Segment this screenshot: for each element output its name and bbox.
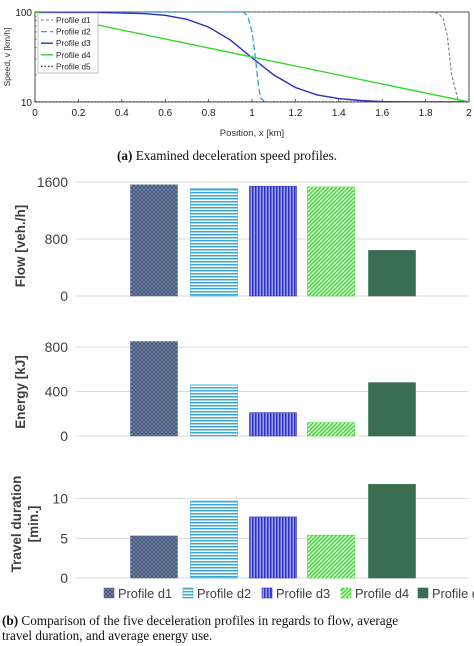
- y-axis-label-flow: Flow [veh./h]: [13, 205, 28, 288]
- y-axis-label-a: Speed, v [km/h]: [2, 27, 12, 86]
- y-tick-label-energy: 0: [60, 428, 68, 444]
- caption-a-text: Examined deceleration speed profiles.: [135, 148, 338, 163]
- x-tick-label-a: 0.4: [115, 108, 129, 119]
- legend-label-b-d3: Profile d3: [276, 586, 330, 601]
- y-tick-label-energy: 400: [45, 384, 69, 400]
- x-tick-label-a: 1.4: [332, 108, 346, 119]
- legend-label-b-d4: Profile d4: [355, 586, 409, 601]
- speed-profile-chart: 0 0.2 0.4 0.6 0.8 1 1.2 1.4 1.6 1.8 2 10 100 Positi…: [2, 8, 472, 139]
- bar-energy-d5: [368, 382, 416, 437]
- series-line-profile-d4: [35, 12, 469, 102]
- bar-flow-d1: [130, 184, 178, 297]
- bar-duration-d4: [307, 534, 355, 579]
- x-tick-label-a: 1.8: [419, 108, 433, 119]
- x-tick-label-a: 2: [466, 108, 472, 119]
- bar-flow-d5: [368, 250, 416, 297]
- y-tick-label-a: 100: [15, 8, 32, 19]
- x-tick-label-a: 0.2: [71, 108, 85, 119]
- series-line-profile-d1: [35, 12, 469, 102]
- caption-a-label: (a): [117, 148, 133, 163]
- y-axis-label-duration-line2: [min.]: [26, 506, 41, 543]
- bar-energy-d1: [130, 341, 178, 437]
- legend-a: Profile d1 Profile d2 Profile d3 Profile d4…: [37, 12, 99, 74]
- bar-duration-d1: [130, 535, 178, 579]
- x-tick-label-a: 0.6: [158, 108, 172, 119]
- legend-label-a: Profile d4: [56, 51, 91, 60]
- caption-b-line2: travel duration, and average energy use.: [2, 628, 213, 643]
- x-tick-label-a: 1: [249, 108, 255, 119]
- y-tick-label-a: 10: [21, 98, 33, 109]
- bar-energy-d2: [190, 384, 238, 437]
- bar-flow-d4: [307, 186, 355, 297]
- y-tick-label-flow: 800: [45, 231, 69, 247]
- y-tick-label-duration: 5: [60, 530, 68, 546]
- legend-swatch-b-d1: [103, 587, 115, 599]
- y-axis-a: 10 100: [15, 8, 38, 109]
- series-line-profile-d3: [35, 12, 469, 102]
- y-tick-label-energy: 800: [45, 339, 69, 355]
- bar-flow-d3: [249, 185, 297, 297]
- x-tick-label-a: 1.2: [288, 108, 302, 119]
- caption-a: (a) Examined deceleration speed profiles…: [117, 148, 337, 163]
- legend-swatch-b-d3: [261, 587, 273, 599]
- y-axis-label-duration-line1: Travel duration: [9, 476, 24, 573]
- legend-label-a: Profile d3: [56, 39, 91, 48]
- legend-label-a: Profile d5: [56, 62, 91, 71]
- x-tick-label-a: 1.6: [375, 108, 389, 119]
- caption-b-line1: Comparison of the five deceleration prof…: [21, 613, 399, 628]
- bar-energy-d4: [307, 422, 355, 437]
- legend-label-b-d2: Profile d2: [197, 586, 251, 601]
- bar-flow-d2: [190, 188, 238, 297]
- y-ticks-b: 0 800 1600 0 400 800 0 5 10: [37, 174, 68, 586]
- bar-duration-d5: [368, 484, 416, 579]
- x-tick-label-a: 0: [32, 108, 38, 119]
- caption-b-label: (b): [2, 613, 19, 628]
- y-tick-label-duration: 0: [60, 570, 68, 586]
- x-tick-label-a: 0.8: [202, 108, 216, 119]
- x-axis-label-a: Position, x [km]: [220, 128, 284, 139]
- legend-label-a: Profile d2: [56, 28, 91, 37]
- bar-energy-d3: [249, 412, 297, 437]
- legend-label-b-d5: Profile d5: [432, 586, 474, 601]
- legend-swatch-b-d5: [417, 587, 429, 599]
- legend-label-a: Profile d1: [56, 16, 91, 25]
- y-tick-label-flow: 0: [60, 288, 68, 304]
- caption-b: (b) Comparison of the five deceleration …: [2, 613, 474, 643]
- bar-duration-d2: [190, 500, 238, 579]
- y-tick-label-flow: 1600: [37, 174, 68, 190]
- legend-label-b-d1: Profile d1: [118, 586, 172, 601]
- y-axis-label-energy: Energy [kJ]: [13, 355, 28, 429]
- legend-swatch-b-d2: [182, 587, 194, 599]
- bars-b: [130, 184, 416, 579]
- bar-duration-d3: [249, 516, 297, 579]
- legend-b: Profile d1 Profile d2 Profile d3 Profile d4…: [103, 586, 474, 601]
- bar-charts: 0 800 1600 0 400 800 0 5 10 Flow [veh./h] Energy…: [9, 174, 474, 601]
- y-tick-label-duration: 10: [52, 491, 68, 507]
- series-lines-a: [35, 12, 469, 102]
- legend-swatch-b-d4: [340, 587, 352, 599]
